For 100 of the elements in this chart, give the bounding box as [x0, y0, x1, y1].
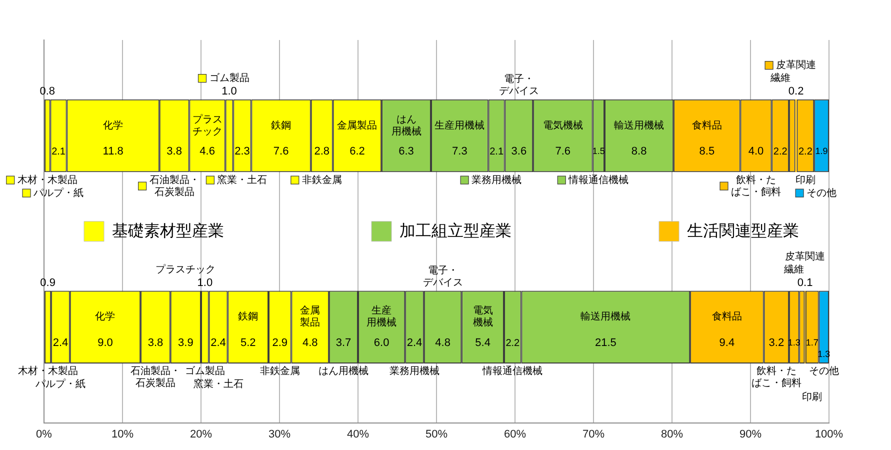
series-label: プラスチック [192, 113, 222, 138]
data-label: 3.2 [768, 337, 784, 350]
data-label: 21.5 [594, 337, 616, 350]
legend-label: 石油製品・石炭製品 [149, 174, 200, 198]
x-tick-label: 40% [346, 428, 370, 440]
text: 皮革関連 [785, 251, 826, 262]
text: 窯業・土石 [193, 379, 244, 390]
data-label: 3.7 [336, 337, 352, 350]
text: 輸送用機械 [580, 312, 631, 323]
text: プラスチック [156, 264, 216, 276]
legend-label: 生活関連型産業 [687, 222, 799, 240]
legend-label: 基礎素材型産業 [112, 222, 224, 240]
x-tick-label: 50% [425, 428, 448, 440]
data-label: 2.2 [506, 338, 520, 349]
text: 化学 [95, 312, 116, 323]
text: ゴム製品 [184, 366, 225, 378]
data-label: 0.8 [40, 85, 56, 98]
data-label: 5.2 [240, 337, 256, 350]
series-label: 食料品 [692, 119, 722, 132]
text: 非鉄金属 [260, 366, 300, 378]
legend-label: 加工組立型産業 [400, 222, 512, 240]
series-label: 繊維 [769, 72, 790, 84]
data-label: 4.0 [748, 146, 764, 158]
legend-label: 業務用機械 [472, 174, 522, 186]
data-label: 1.7 [806, 338, 818, 348]
series-label: 電子・デバイス [422, 265, 463, 288]
text: 繊維 [784, 264, 804, 276]
data-label: 4.6 [200, 146, 215, 158]
data-label: 6.3 [398, 146, 414, 158]
text: 飲料・たばこ・飼料 [751, 366, 802, 390]
x-tick-label: 60% [504, 428, 526, 440]
legend-label: ゴム製品 [209, 72, 250, 84]
data-label: 8.5 [699, 146, 715, 158]
legend-label: その他 [806, 186, 837, 199]
data-label: 7.3 [452, 146, 468, 158]
data-label: 0.2 [788, 85, 804, 98]
text: 金属製品 [300, 306, 320, 329]
data-label: 3.8 [166, 146, 182, 158]
series-label: 電気機械 [542, 119, 583, 132]
x-tick-label: 10% [111, 428, 134, 440]
text: はん用機械 [318, 366, 368, 378]
data-label: 9.0 [98, 337, 113, 350]
text: 情報通信機械 [482, 366, 543, 378]
data-label: 2.2 [773, 146, 788, 158]
text: 電気機械 [472, 306, 493, 329]
text: 印刷 [802, 392, 822, 404]
text: 電子・デバイス [498, 74, 539, 98]
x-tick-label: 90% [739, 428, 762, 440]
data-label: 2.9 [272, 337, 288, 350]
data-label: 2.3 [234, 146, 250, 158]
legend-label: 非鉄金属 [302, 174, 342, 186]
data-label: 1.9 [815, 146, 828, 156]
x-tick-label: 70% [582, 428, 605, 440]
x-tick-label: 30% [268, 428, 291, 440]
data-label: 2.4 [406, 337, 422, 350]
data-label: 9.4 [719, 337, 735, 350]
data-label: 3.9 [178, 337, 194, 350]
text: 木材・木製品 [18, 366, 78, 378]
data-label: 11.8 [102, 146, 124, 158]
x-tick-label: 0% [36, 428, 52, 440]
series-label: はん用機械 [391, 114, 422, 138]
series-label: 生産用機械 [434, 119, 485, 132]
data-label: 0.9 [40, 276, 56, 289]
series-label: 化学 [103, 119, 124, 132]
text: 鉄鋼 [271, 120, 292, 132]
legend-label: 木材・木製品 [17, 174, 78, 186]
data-label: 6.0 [374, 337, 390, 350]
series-label: 輸送用機械 [614, 119, 664, 132]
series-label: 鉄鋼 [238, 310, 258, 323]
data-label: 6.2 [350, 146, 365, 158]
data-label: 1.0 [197, 276, 213, 289]
legend-label: 情報通信機械 [568, 174, 629, 186]
x-tick-label: 100% [814, 428, 844, 440]
legend-label: 窯業・土石 [217, 174, 268, 186]
legend-label: パルプ・紙 [32, 186, 84, 199]
data-label: 7.6 [555, 146, 571, 158]
data-label: 4.8 [302, 337, 318, 350]
data-label: 7.6 [273, 146, 289, 158]
text: 食料品 [712, 312, 742, 323]
data-label: 0.1 [797, 276, 813, 289]
text: その他 [808, 366, 839, 378]
data-label: 3.8 [148, 337, 164, 350]
data-label: 2.2 [798, 146, 813, 158]
x-tick-label: 20% [190, 428, 212, 440]
data-label: 5.4 [475, 337, 490, 350]
x-tick-label: 80% [660, 428, 684, 440]
legend-label: 飲料・たばこ・飼料 [730, 174, 781, 198]
text: パルプ・紙 [35, 379, 86, 390]
data-label: 2.1 [490, 146, 504, 158]
series-label: 印刷 [795, 174, 816, 186]
data-label: 4.8 [435, 337, 450, 350]
text: 生産用機械 [366, 306, 397, 329]
data-label: 2.8 [314, 146, 330, 158]
data-label: 3.6 [511, 146, 527, 158]
series-label: 金属製品 [337, 119, 378, 132]
legend-label: 皮革関連 [776, 59, 816, 72]
data-label: 2.4 [210, 337, 226, 350]
data-label: 1.0 [222, 85, 237, 98]
data-label: 8.8 [631, 146, 647, 158]
data-label: 2.4 [52, 337, 68, 350]
